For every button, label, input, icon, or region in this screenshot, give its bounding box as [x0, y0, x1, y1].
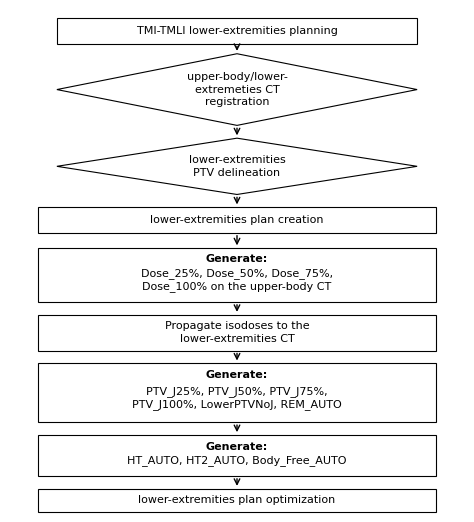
- Text: Generate:: Generate:: [206, 254, 268, 264]
- Text: Generate:: Generate:: [206, 370, 268, 380]
- FancyBboxPatch shape: [38, 207, 436, 233]
- FancyBboxPatch shape: [38, 489, 436, 512]
- Text: PTV_J25%, PTV_J50%, PTV_J75%,
PTV_J100%, LowerPTVNoJ, REM_AUTO: PTV_J25%, PTV_J50%, PTV_J75%, PTV_J100%,…: [132, 386, 342, 410]
- Text: Generate:: Generate:: [206, 442, 268, 452]
- Text: Propagate isodoses to the
lower-extremities CT: Propagate isodoses to the lower-extremit…: [164, 322, 310, 344]
- FancyBboxPatch shape: [38, 435, 436, 476]
- FancyBboxPatch shape: [38, 248, 436, 302]
- Polygon shape: [57, 54, 417, 125]
- FancyBboxPatch shape: [38, 363, 436, 422]
- Text: Dose_25%, Dose_50%, Dose_75%,
Dose_100% on the upper-body CT: Dose_25%, Dose_50%, Dose_75%, Dose_100% …: [141, 268, 333, 292]
- Text: TMI-TMLI lower-extremities planning: TMI-TMLI lower-extremities planning: [137, 26, 337, 35]
- FancyBboxPatch shape: [38, 315, 436, 351]
- Text: lower-extremities
PTV delineation: lower-extremities PTV delineation: [189, 155, 285, 177]
- Polygon shape: [57, 138, 417, 195]
- Text: lower-extremities plan creation: lower-extremities plan creation: [150, 215, 324, 225]
- Text: lower-extremities plan optimization: lower-extremities plan optimization: [138, 495, 336, 505]
- FancyBboxPatch shape: [57, 18, 417, 43]
- Text: HT_AUTO, HT2_AUTO, Body_Free_AUTO: HT_AUTO, HT2_AUTO, Body_Free_AUTO: [127, 455, 347, 466]
- Text: upper-body/lower-
extremeties CT
registration: upper-body/lower- extremeties CT registr…: [187, 72, 287, 107]
